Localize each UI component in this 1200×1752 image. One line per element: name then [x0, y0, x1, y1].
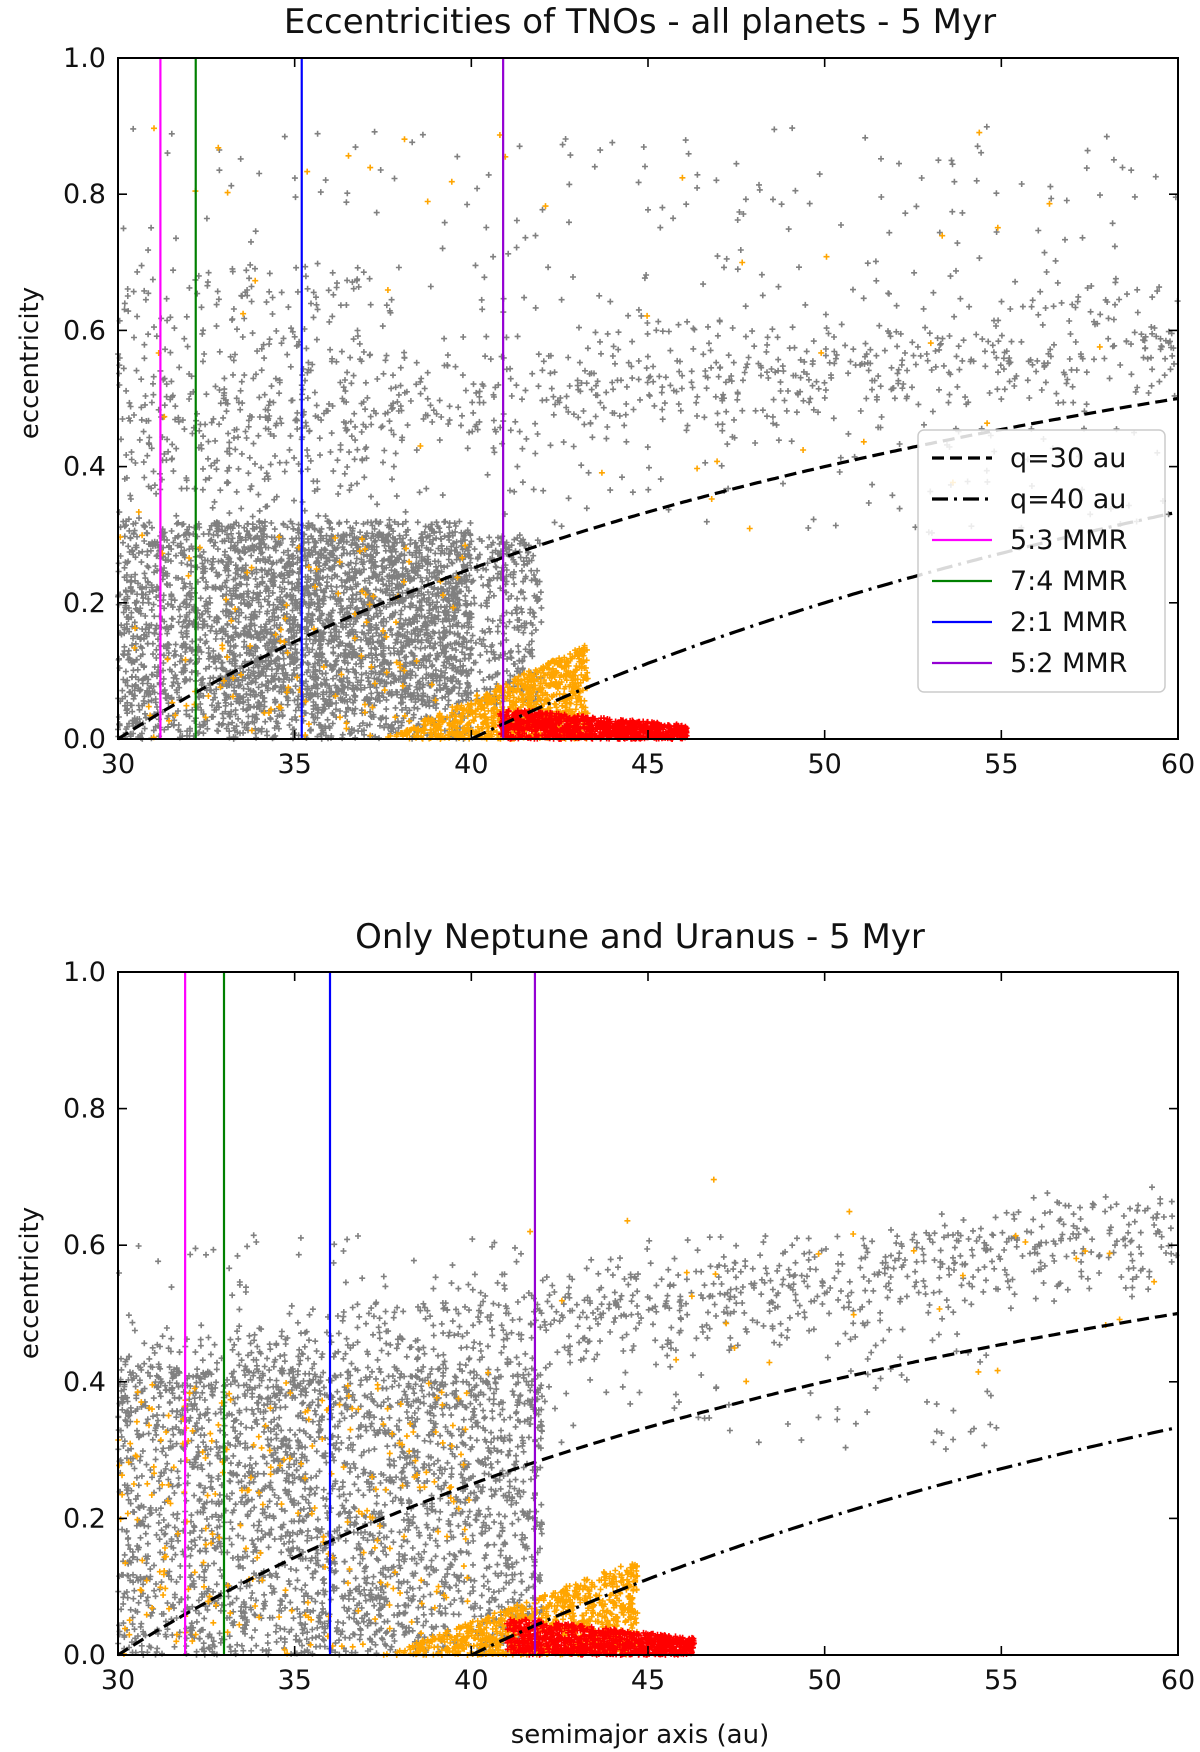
chart-title: Eccentricities of TNOs - all planets - 5… [284, 2, 996, 42]
axis-ticks: 30 35 40 45 50 55 60 0.0 0.2 0.4 0.6 0.8 1.0 [63, 43, 1195, 780]
series-2-points [497, 707, 690, 742]
y-tick-label: 0.8 [63, 179, 106, 210]
y-tick-label: 1.0 [63, 43, 106, 74]
y-tick-label: 0.4 [63, 452, 106, 483]
y-tick-label: 0.0 [63, 724, 106, 755]
legend-label: 2:1 MMR [1010, 607, 1127, 638]
x-tick-label: 60 [1161, 749, 1195, 780]
reference-lines [117, 972, 1179, 1657]
legend-label: 5:2 MMR [1010, 648, 1127, 679]
perihelion-curve-1 [470, 1425, 1179, 1657]
x-tick-label: 35 [277, 1665, 311, 1696]
y-tick-label: 0.2 [63, 1503, 106, 1534]
y-axis-label: eccentricity [15, 1207, 45, 1359]
x-tick-label: 60 [1161, 1665, 1195, 1696]
y-tick-label: 0.6 [63, 315, 106, 346]
axis-ticks: 30 35 40 45 50 55 60 0.0 0.2 0.4 0.6 0.8 1.0 [63, 957, 1195, 1696]
y-tick-label: 0.0 [63, 1640, 106, 1671]
series-0-points [115, 123, 1181, 742]
perihelion-curve-0 [117, 1311, 1179, 1657]
legend-label: 5:3 MMR [1010, 525, 1127, 556]
x-tick-label: 35 [277, 749, 311, 780]
legend: q=30 au q=40 au 5:3 MMR 7:4 MMR 2:1 MMR 5:2 M… [917, 429, 1166, 693]
x-tick-label: 30 [101, 1665, 135, 1696]
x-tick-label: 45 [631, 749, 665, 780]
legend-label: 7:4 MMR [1010, 566, 1127, 597]
x-tick-label: 40 [454, 1665, 488, 1696]
x-tick-label: 55 [984, 1665, 1018, 1696]
chart-title: Only Neptune and Uranus - 5 Myr [355, 917, 925, 957]
series-0-points [115, 1184, 1180, 1658]
top-chart: Eccentricities of TNOs - all planets - 5… [15, 2, 1195, 780]
y-axis-label: eccentricity [15, 287, 45, 439]
legend-label: q=40 au [1010, 484, 1126, 515]
scatter-points [115, 1176, 1180, 1658]
plot-frame [117, 971, 1179, 1656]
y-tick-label: 0.2 [63, 588, 106, 619]
x-tick-label: 30 [101, 749, 135, 780]
x-tick-label: 40 [454, 749, 488, 780]
x-tick-label: 50 [807, 1665, 841, 1696]
y-tick-label: 1.0 [63, 957, 106, 988]
x-tick-label: 55 [984, 749, 1018, 780]
legend-box [917, 429, 1166, 693]
scatter-points [115, 123, 1181, 742]
x-tick-label: 50 [807, 749, 841, 780]
legend-label: q=30 au [1010, 443, 1126, 474]
y-tick-label: 0.6 [63, 1230, 106, 1261]
x-axis-label: semimajor axis (au) [511, 1720, 770, 1750]
x-tick-label: 45 [631, 1665, 665, 1696]
y-tick-label: 0.4 [63, 1367, 106, 1398]
bottom-chart: Only Neptune and Uranus - 5 Myr eccentri… [15, 917, 1195, 1750]
y-tick-label: 0.8 [63, 1094, 106, 1125]
